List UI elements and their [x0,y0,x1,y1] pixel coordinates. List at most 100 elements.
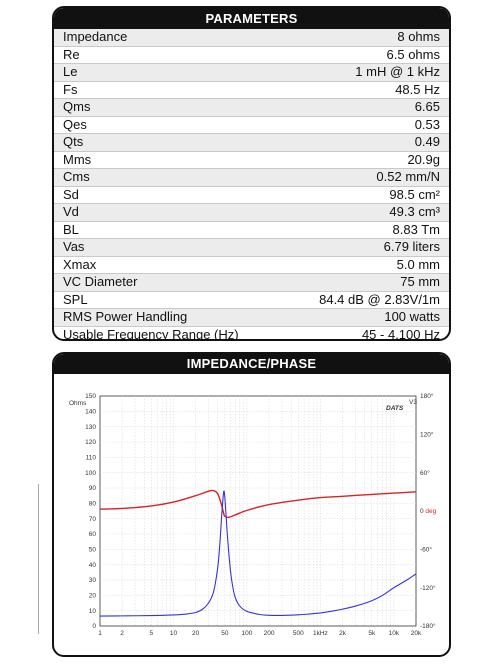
parameter-label: Qms [54,98,284,117]
y-left-tick-label: 10 [89,608,97,615]
parameters-table: Impedance 8 ohms Re 6.5 ohms Le 1 mH @ 1 kHz F… [54,29,449,341]
parameter-value: 49.3 cm³ [283,203,449,222]
x-tick-label: 1 [98,630,102,637]
x-tick-label: 50 [221,630,229,637]
parameter-label: RMS Power Handling [54,308,284,327]
x-tick-label: 10k [389,630,400,637]
parameter-row: Impedance 8 ohms [54,29,449,47]
x-tick-label: 200 [264,630,275,637]
y-left-tick-label: 150 [85,393,96,400]
y-right-tick-label: 60° [420,469,430,477]
parameter-value: 6.65 [283,98,449,117]
parameters-title: PARAMETERS [54,8,449,29]
y-left-tick-label: 20 [89,593,97,600]
parameter-row: Fs 48.5 Hz [54,81,449,99]
x-tick-label: 10 [170,630,178,637]
y-right-tick-label: -60° [420,546,432,554]
x-tick-label: 500 [293,630,304,637]
y-left-tick-label: 100 [85,470,96,477]
dats-logo-version: V3 [409,399,417,406]
parameter-label: Re [54,46,284,64]
parameter-value: 6.5 ohms [283,46,449,64]
y-left-tick-label: 70 [89,516,97,523]
y-right-tick-label: 180° [420,392,434,400]
parameter-value: 84.4 dB @ 2.83V/1m [283,291,449,309]
parameter-value: 0.52 mm/N [283,168,449,187]
parameter-value: 75 mm [283,273,449,292]
parameter-label: SPL [54,291,284,309]
parameter-row: Re 6.5 ohms [54,46,449,64]
parameter-value: 98.5 cm² [283,186,449,204]
impedance-phase-chart: 1 2 5 10 20 50 100 200 500 1kHz 2k 5k 10k 20k 0 10 20 30 4… [69,392,437,637]
dats-logo: DATS [386,405,404,412]
x-tick-label: 100 [242,630,253,637]
y-left-tick-label: 30 [89,577,97,584]
y-left-tick-label: 80 [89,501,97,508]
parameter-label: Sd [54,186,284,204]
parameter-row: Qts 0.49 [54,133,449,152]
parameter-label: Fs [54,81,284,99]
right-axis-unit: deg [425,508,436,515]
parameter-row: Usable Frequency Range (Hz) 45 - 4,100 Hz [54,326,449,341]
parameter-row: Vas 6.79 liters [54,238,449,257]
parameter-row: Sd 98.5 cm² [54,186,449,204]
x-tick-label: 20k [411,630,422,637]
side-divider [38,484,39,634]
x-tick-label: 2k [339,630,347,637]
y-left-tick-label: 120 [85,439,96,446]
parameter-row: BL 8.83 Tm [54,221,449,239]
y-left-tick-label: 90 [89,485,97,492]
parameter-row: Le 1 mH @ 1 kHz [54,63,449,82]
parameter-value: 20.9g [283,151,449,169]
parameter-row: SPL 84.4 dB @ 2.83V/1m [54,291,449,309]
parameter-row: Vd 49.3 cm³ [54,203,449,222]
parameter-row: Qms 6.65 [54,98,449,117]
y-left-tick-label: 50 [89,547,97,554]
parameter-value: 48.5 Hz [283,81,449,99]
y-left-tick-label: 130 [85,424,96,431]
parameter-row: Mms 20.9g [54,151,449,169]
parameter-value: 0.53 [283,116,449,134]
y-left-tick-label: 110 [86,455,97,462]
parameter-value: 1 mH @ 1 kHz [283,63,449,82]
parameter-label: Vd [54,203,284,222]
parameter-value: 45 - 4,100 Hz [361,326,440,341]
y-right-tick-label: -180° [420,622,436,630]
parameter-label: Qts [54,133,284,152]
parameter-row: Cms 0.52 mm/N [54,168,449,187]
parameter-value: 6.79 liters [283,238,449,257]
parameter-value: 5.0 mm [283,256,449,274]
y-right-tick-label: 120° [420,431,434,439]
parameter-row: Xmax 5.0 mm [54,256,449,274]
x-tick-label: 20 [192,630,200,637]
impedance-panel: IMPEDANCE/PHASE 1 2 5 10 20 50 100 200 500 1kHz 2k… [52,352,451,657]
y-left-tick-label: 60 [89,531,97,538]
impedance-title: IMPEDANCE/PHASE [54,354,449,374]
parameter-value: 0.49 [283,133,449,152]
parameter-label: Le [54,63,284,82]
parameter-value: 8.83 Tm [283,221,449,239]
parameter-label: BL [54,221,284,239]
y-left-tick-label: 0 [92,623,96,630]
parameter-value: 100 watts [283,308,449,327]
parameter-row: VC Diameter 75 mm [54,273,449,292]
left-axis-unit: Ohms [69,400,87,407]
x-tick-label: 5k [368,630,376,637]
parameter-label: Cms [54,168,284,187]
parameter-label: Usable Frequency Range (Hz) [63,326,239,341]
y-left-tick-label: 40 [89,562,97,569]
y-left-tick-label: 140 [85,409,96,416]
parameter-label: Xmax [54,256,284,274]
parameter-label: Impedance [54,29,284,47]
y-right-tick-label: 0 deg [420,508,437,515]
parameter-label: Vas [54,238,284,257]
parameter-value: 8 ohms [283,29,449,47]
x-tick-label: 5 [150,630,154,637]
parameter-label: Qes [54,116,284,134]
y-right-tick-label: -120° [420,584,436,592]
x-tick-label: 1kHz [313,630,328,637]
parameter-row: Qes 0.53 [54,116,449,134]
parameter-label: Mms [54,151,284,169]
parameters-panel: PARAMETERS Impedance 8 ohms Re 6.5 ohms Le 1 … [52,6,451,341]
impedance-line [99,490,417,617]
